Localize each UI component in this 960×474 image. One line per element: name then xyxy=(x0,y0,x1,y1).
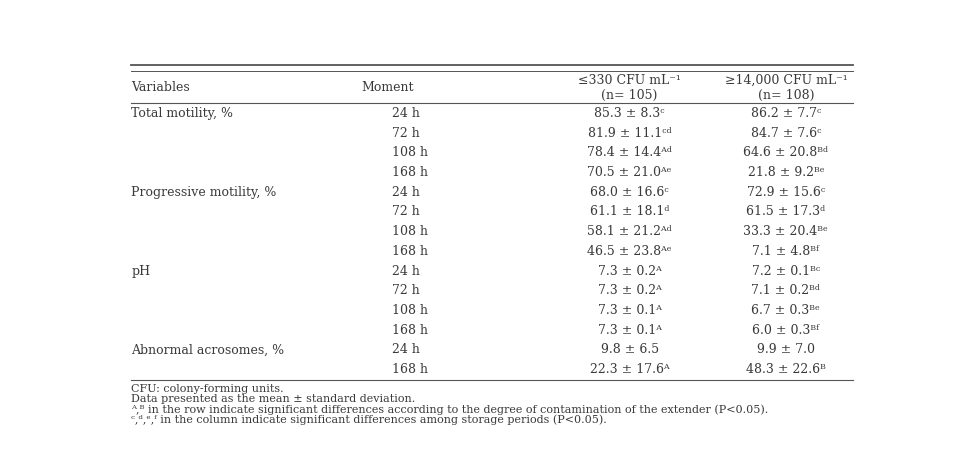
Text: pH: pH xyxy=(132,264,151,278)
Text: 70.5 ± 21.0ᴬᵉ: 70.5 ± 21.0ᴬᵉ xyxy=(588,166,672,179)
Text: Abnormal acrosomes, %: Abnormal acrosomes, % xyxy=(132,344,284,356)
Text: Variables: Variables xyxy=(132,82,190,94)
Text: 21.8 ± 9.2ᴮᵉ: 21.8 ± 9.2ᴮᵉ xyxy=(748,166,825,179)
Text: 61.5 ± 17.3ᵈ: 61.5 ± 17.3ᵈ xyxy=(746,206,826,219)
Text: 7.1 ± 4.8ᴮᶠ: 7.1 ± 4.8ᴮᶠ xyxy=(753,245,819,258)
Text: 9.9 ± 7.0: 9.9 ± 7.0 xyxy=(756,344,815,356)
Text: 168 h: 168 h xyxy=(392,245,427,258)
Text: 7.3 ± 0.1ᴬ: 7.3 ± 0.1ᴬ xyxy=(598,324,661,337)
Text: 22.3 ± 17.6ᴬ: 22.3 ± 17.6ᴬ xyxy=(589,363,669,376)
Text: 72.9 ± 15.6ᶜ: 72.9 ± 15.6ᶜ xyxy=(747,186,825,199)
Text: CFU: colony-forming units.: CFU: colony-forming units. xyxy=(132,383,284,393)
Text: ≤330 CFU mL⁻¹: ≤330 CFU mL⁻¹ xyxy=(578,74,681,87)
Text: 168 h: 168 h xyxy=(392,166,427,179)
Text: 68.0 ± 16.6ᶜ: 68.0 ± 16.6ᶜ xyxy=(590,186,669,199)
Text: 81.9 ± 11.1ᶜᵈ: 81.9 ± 11.1ᶜᵈ xyxy=(588,127,671,140)
Text: 24 h: 24 h xyxy=(392,107,420,120)
Text: 72 h: 72 h xyxy=(392,206,420,219)
Text: 72 h: 72 h xyxy=(392,127,420,140)
Text: 72 h: 72 h xyxy=(392,284,420,297)
Text: 7.2 ± 0.1ᴮᶜ: 7.2 ± 0.1ᴮᶜ xyxy=(752,264,820,278)
Text: 24 h: 24 h xyxy=(392,344,420,356)
Text: 86.2 ± 7.7ᶜ: 86.2 ± 7.7ᶜ xyxy=(751,107,821,120)
Text: 108 h: 108 h xyxy=(392,146,427,159)
Text: 58.1 ± 21.2ᴬᵈ: 58.1 ± 21.2ᴬᵈ xyxy=(588,225,672,238)
Text: 6.0 ± 0.3ᴮᶠ: 6.0 ± 0.3ᴮᶠ xyxy=(753,324,820,337)
Text: 24 h: 24 h xyxy=(392,186,420,199)
Text: 7.3 ± 0.2ᴬ: 7.3 ± 0.2ᴬ xyxy=(598,264,661,278)
Text: Progressive motility, %: Progressive motility, % xyxy=(132,186,276,199)
Text: 168 h: 168 h xyxy=(392,363,427,376)
Text: (n= 105): (n= 105) xyxy=(602,89,658,102)
Text: 9.8 ± 6.5: 9.8 ± 6.5 xyxy=(601,344,659,356)
Text: Moment: Moment xyxy=(362,82,415,94)
Text: 78.4 ± 14.4ᴬᵈ: 78.4 ± 14.4ᴬᵈ xyxy=(588,146,672,159)
Text: 6.7 ± 0.3ᴮᵉ: 6.7 ± 0.3ᴮᵉ xyxy=(752,304,820,317)
Text: Data presented as the mean ± standard deviation.: Data presented as the mean ± standard de… xyxy=(132,394,416,404)
Text: 64.6 ± 20.8ᴮᵈ: 64.6 ± 20.8ᴮᵈ xyxy=(743,146,828,159)
Text: 48.3 ± 22.6ᴮ: 48.3 ± 22.6ᴮ xyxy=(746,363,826,376)
Text: 84.7 ± 7.6ᶜ: 84.7 ± 7.6ᶜ xyxy=(751,127,821,140)
Text: 46.5 ± 23.8ᴬᵉ: 46.5 ± 23.8ᴬᵉ xyxy=(588,245,672,258)
Text: 168 h: 168 h xyxy=(392,324,427,337)
Text: 108 h: 108 h xyxy=(392,225,427,238)
Text: 7.1 ± 0.2ᴮᵈ: 7.1 ± 0.2ᴮᵈ xyxy=(752,284,820,297)
Text: Total motility, %: Total motility, % xyxy=(132,107,233,120)
Text: 33.3 ± 20.4ᴮᵉ: 33.3 ± 20.4ᴮᵉ xyxy=(743,225,828,238)
Text: ᶜ,ᵈ,ᵉ,ᶠ in the column indicate significant differences among storage periods (P<: ᶜ,ᵈ,ᵉ,ᶠ in the column indicate significa… xyxy=(132,414,607,425)
Text: 7.3 ± 0.2ᴬ: 7.3 ± 0.2ᴬ xyxy=(598,284,661,297)
Text: ᴬ,ᴮ in the row indicate significant differences according to the degree of conta: ᴬ,ᴮ in the row indicate significant diff… xyxy=(132,404,768,415)
Text: 24 h: 24 h xyxy=(392,264,420,278)
Text: 108 h: 108 h xyxy=(392,304,427,317)
Text: (n= 108): (n= 108) xyxy=(757,89,814,102)
Text: 61.1 ± 18.1ᵈ: 61.1 ± 18.1ᵈ xyxy=(590,206,669,219)
Text: 7.3 ± 0.1ᴬ: 7.3 ± 0.1ᴬ xyxy=(598,304,661,317)
Text: ≥14,000 CFU mL⁻¹: ≥14,000 CFU mL⁻¹ xyxy=(725,74,848,87)
Text: 85.3 ± 8.3ᶜ: 85.3 ± 8.3ᶜ xyxy=(594,107,665,120)
